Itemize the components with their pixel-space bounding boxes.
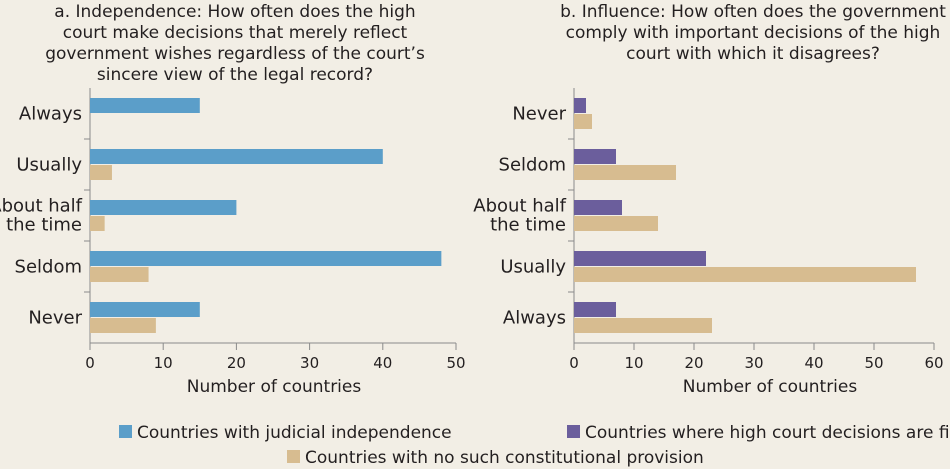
panel-a-x-axis-title: Number of countries xyxy=(187,377,362,397)
panel-b-category-label: About half the time xyxy=(473,196,566,236)
panel-a-bar-series1 xyxy=(90,149,383,164)
panel-b-x-tick-label: 30 xyxy=(744,354,763,372)
legend: Countries with judicial independence Cou… xyxy=(119,423,950,468)
panel-b-bar-series1 xyxy=(574,251,706,266)
panel-b-x-tick-label: 0 xyxy=(569,354,579,372)
panel-a-bar-series2 xyxy=(90,267,149,282)
panel-b-x-axis-title: Number of countries xyxy=(683,377,858,397)
legend-label-decisions-final: Countries where high court decisions are… xyxy=(585,423,950,443)
panel-a-title-line: a. Independence: How often does the high xyxy=(54,2,415,22)
panel-a-bar-series2 xyxy=(90,318,156,333)
panel-a-title-line: government wishes regardless of the cour… xyxy=(45,44,425,64)
panel-b-title-line: b. Influence: How often does the governm… xyxy=(560,2,946,22)
panel-a-category-label: Seldom xyxy=(15,257,82,278)
panel-b-bar-series1 xyxy=(574,98,586,113)
panel-b-bar-series2 xyxy=(574,216,658,231)
legend-swatch-decisions-final xyxy=(567,425,580,438)
panel-b-influence-chart: b. Influence: How often does the governm… xyxy=(473,2,946,397)
panel-a-bar-series2 xyxy=(90,216,105,231)
panel-b-bar-series2 xyxy=(574,267,916,282)
panel-b-x-tick-label: 60 xyxy=(924,354,943,372)
panel-b-bar-series1 xyxy=(574,200,622,215)
panel-b-category-label: Always xyxy=(503,308,566,329)
panel-b-bar-series2 xyxy=(574,318,712,333)
legend-swatch-judicial-independence xyxy=(119,425,132,438)
panel-a-bar-series1 xyxy=(90,200,237,215)
panel-a-x-tick-label: 30 xyxy=(300,354,319,372)
panel-b-category-label: Usually xyxy=(500,257,566,278)
panel-a-x-tick-label: 10 xyxy=(154,354,173,372)
panel-a-bar-series1 xyxy=(90,251,442,266)
panel-b-x-tick-label: 10 xyxy=(624,354,643,372)
panel-a-x-tick-label: 40 xyxy=(373,354,392,372)
panel-a-bar-series1 xyxy=(90,302,200,317)
panel-b-bar-series1 xyxy=(574,302,616,317)
legend-label-no-provision: Countries with no such constitutional pr… xyxy=(305,448,704,468)
legend-label-judicial-independence: Countries with judicial independence xyxy=(137,423,452,443)
legend-swatch-no-provision xyxy=(287,450,300,463)
panel-b-category-label: Seldom xyxy=(499,155,566,176)
panel-b-bar-series1 xyxy=(574,149,616,164)
panel-b-category-label: Never xyxy=(512,104,566,125)
panel-a-category-label: Never xyxy=(28,308,82,329)
panel-a-category-label: Always xyxy=(19,104,82,125)
panel-b-title-line: comply with important decisions of the h… xyxy=(566,23,941,43)
panel-a-category-label: Usually xyxy=(16,155,82,176)
panel-b-x-tick-label: 40 xyxy=(804,354,823,372)
panel-a-independence-chart: a. Independence: How often does the high… xyxy=(0,2,466,397)
panel-a-bar-series2 xyxy=(90,165,112,180)
panel-a-x-tick-label: 50 xyxy=(446,354,465,372)
panel-b-title-line: court with which it disagrees? xyxy=(626,44,880,64)
panel-a-bar-series1 xyxy=(90,98,200,113)
panel-a-x-tick-label: 20 xyxy=(227,354,246,372)
panel-b-bar-series2 xyxy=(574,114,592,129)
panel-a-x-tick-label: 0 xyxy=(85,354,95,372)
panel-b-x-tick-label: 50 xyxy=(864,354,883,372)
panel-b-x-tick-label: 20 xyxy=(684,354,703,372)
panel-a-title-line: sincere view of the legal record? xyxy=(97,65,373,85)
panel-b-bar-series2 xyxy=(574,165,676,180)
panel-a-title-line: court make decisions that merely reflect xyxy=(63,23,408,43)
